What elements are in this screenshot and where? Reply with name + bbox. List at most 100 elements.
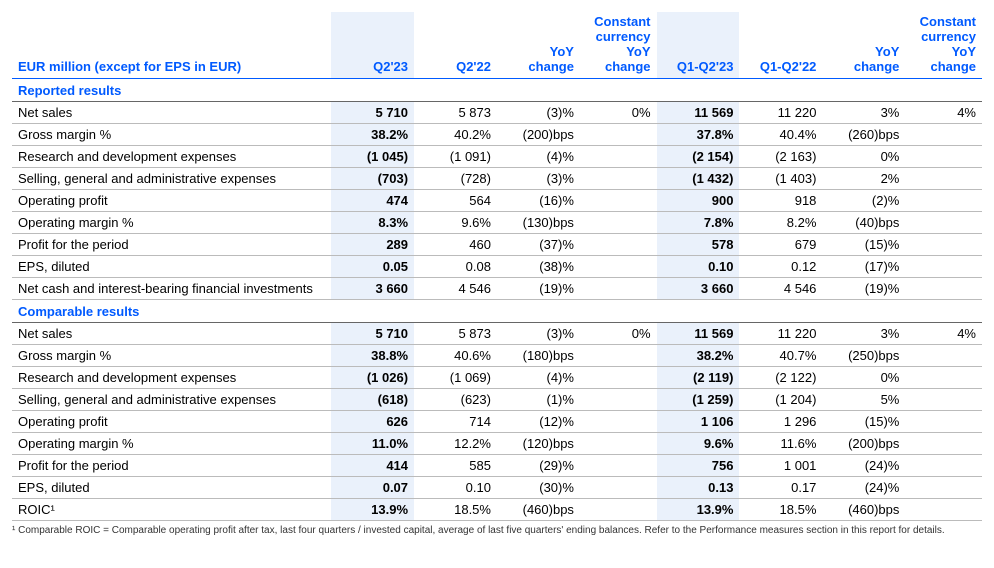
- col-header: Q1-Q2'22: [739, 12, 822, 78]
- cell-value: (4)%: [497, 366, 580, 388]
- cell-value: 0%: [822, 145, 905, 167]
- cell-value: [905, 476, 982, 498]
- cell-value: [580, 344, 657, 366]
- col-header: YoYchange: [497, 12, 580, 78]
- cell-value: [580, 498, 657, 520]
- cell-value: 40.2%: [414, 123, 497, 145]
- cell-value: 37.8%: [657, 123, 740, 145]
- row-label: EPS, diluted: [12, 476, 331, 498]
- col-header: ConstantcurrencyYoYchange: [905, 12, 982, 78]
- row-label: Operating profit: [12, 410, 331, 432]
- table-row: ROIC¹13.9%18.5%(460)bps13.9%18.5%(460)bp…: [12, 498, 982, 520]
- cell-value: 38.2%: [331, 123, 414, 145]
- cell-value: (2)%: [822, 189, 905, 211]
- cell-value: 11 569: [657, 101, 740, 123]
- cell-value: 0.07: [331, 476, 414, 498]
- row-label: EPS, diluted: [12, 255, 331, 277]
- section-title: Comparable results: [12, 299, 982, 322]
- cell-value: 7.8%: [657, 211, 740, 233]
- cell-value: 11 569: [657, 322, 740, 344]
- cell-value: (19)%: [822, 277, 905, 299]
- cell-value: 40.6%: [414, 344, 497, 366]
- cell-value: (19)%: [497, 277, 580, 299]
- cell-value: (200)bps: [822, 432, 905, 454]
- cell-value: (3)%: [497, 101, 580, 123]
- table-row: Operating profit626714(12)%1 1061 296(15…: [12, 410, 982, 432]
- cell-value: (1 045): [331, 145, 414, 167]
- cell-value: (1 091): [414, 145, 497, 167]
- cell-value: (2 163): [739, 145, 822, 167]
- cell-value: 5 873: [414, 322, 497, 344]
- cell-value: 3 660: [657, 277, 740, 299]
- cell-value: 564: [414, 189, 497, 211]
- cell-value: [580, 211, 657, 233]
- cell-value: [905, 277, 982, 299]
- cell-value: (17)%: [822, 255, 905, 277]
- cell-value: 4 546: [739, 277, 822, 299]
- cell-value: [905, 388, 982, 410]
- cell-value: (2 119): [657, 366, 740, 388]
- cell-value: 756: [657, 454, 740, 476]
- cell-value: 0%: [580, 322, 657, 344]
- cell-value: (460)bps: [497, 498, 580, 520]
- cell-value: 3%: [822, 322, 905, 344]
- cell-value: [905, 255, 982, 277]
- cell-value: (15)%: [822, 410, 905, 432]
- cell-value: 4%: [905, 322, 982, 344]
- row-label: Net sales: [12, 101, 331, 123]
- cell-value: 0.10: [414, 476, 497, 498]
- table-row: Profit for the period289460(37)%578679(1…: [12, 233, 982, 255]
- cell-value: 40.7%: [739, 344, 822, 366]
- cell-value: (40)bps: [822, 211, 905, 233]
- cell-value: [905, 189, 982, 211]
- cell-value: 1 106: [657, 410, 740, 432]
- cell-value: 578: [657, 233, 740, 255]
- cell-value: (3)%: [497, 322, 580, 344]
- cell-value: (460)bps: [822, 498, 905, 520]
- cell-value: (30)%: [497, 476, 580, 498]
- cell-value: 38.2%: [657, 344, 740, 366]
- cell-value: (120)bps: [497, 432, 580, 454]
- cell-value: (1 026): [331, 366, 414, 388]
- cell-value: 8.3%: [331, 211, 414, 233]
- cell-value: 679: [739, 233, 822, 255]
- cell-value: 1 001: [739, 454, 822, 476]
- cell-value: (12)%: [497, 410, 580, 432]
- cell-value: (2 154): [657, 145, 740, 167]
- cell-value: 9.6%: [657, 432, 740, 454]
- cell-value: 0.17: [739, 476, 822, 498]
- cell-value: (38)%: [497, 255, 580, 277]
- financial-results-table: EUR million (except for EPS in EUR)Q2'23…: [12, 12, 982, 521]
- row-label: Net cash and interest-bearing financial …: [12, 277, 331, 299]
- cell-value: (728): [414, 167, 497, 189]
- cell-value: (1 259): [657, 388, 740, 410]
- cell-value: [580, 277, 657, 299]
- cell-value: 11.0%: [331, 432, 414, 454]
- cell-value: [580, 189, 657, 211]
- row-label: Selling, general and administrative expe…: [12, 167, 331, 189]
- cell-value: 11 220: [739, 101, 822, 123]
- cell-value: (16)%: [497, 189, 580, 211]
- cell-value: [580, 145, 657, 167]
- cell-value: (1 204): [739, 388, 822, 410]
- cell-value: 11.6%: [739, 432, 822, 454]
- row-label: Operating margin %: [12, 432, 331, 454]
- cell-value: [905, 366, 982, 388]
- cell-value: [905, 145, 982, 167]
- cell-value: 460: [414, 233, 497, 255]
- cell-value: [580, 366, 657, 388]
- cell-value: 1 296: [739, 410, 822, 432]
- col-header: YoYchange: [822, 12, 905, 78]
- row-label: Gross margin %: [12, 123, 331, 145]
- cell-value: 474: [331, 189, 414, 211]
- cell-value: 12.2%: [414, 432, 497, 454]
- cell-value: 289: [331, 233, 414, 255]
- cell-value: 9.6%: [414, 211, 497, 233]
- cell-value: 0%: [580, 101, 657, 123]
- table-row: Gross margin %38.2%40.2%(200)bps37.8%40.…: [12, 123, 982, 145]
- cell-value: 40.4%: [739, 123, 822, 145]
- table-row: Net sales5 7105 873(3)%0%11 56911 2203%4…: [12, 322, 982, 344]
- cell-value: 4%: [905, 101, 982, 123]
- row-label: Gross margin %: [12, 344, 331, 366]
- cell-value: (29)%: [497, 454, 580, 476]
